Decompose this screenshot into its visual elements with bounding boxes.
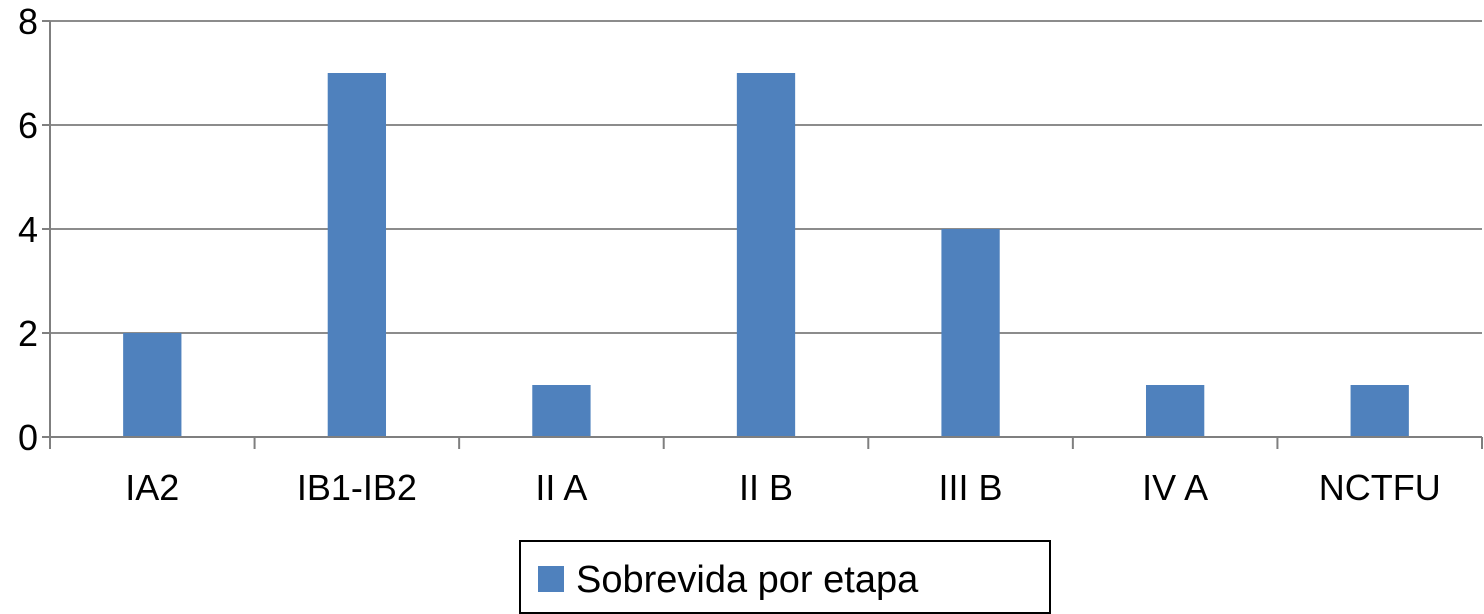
bar xyxy=(1145,385,1205,437)
bar xyxy=(532,385,591,437)
x-tick-labels: IA2 IB1-IB2 II A II B III B IV A NCTFU xyxy=(125,467,1440,508)
x-tick-label: IA2 xyxy=(125,467,179,508)
x-tick-label: II A xyxy=(535,467,587,508)
bar xyxy=(327,73,387,437)
x-tick-label: III B xyxy=(939,467,1003,508)
bar xyxy=(123,333,182,437)
y-tick-label: 0 xyxy=(18,417,38,458)
x-tick-label: IV A xyxy=(1142,467,1208,508)
bar xyxy=(1350,385,1409,437)
y-tick-label: 4 xyxy=(18,209,38,250)
y-tick-label: 2 xyxy=(18,313,38,354)
bar xyxy=(941,229,1000,437)
y-tick-labels: 0 2 4 6 8 xyxy=(18,1,38,458)
bars xyxy=(123,73,1409,437)
legend-label: Sobrevida por etapa xyxy=(576,559,919,601)
axes xyxy=(42,20,1483,449)
x-tick-label: II B xyxy=(739,467,793,508)
legend-box xyxy=(519,540,1051,614)
y-tick-label: 6 xyxy=(18,105,38,146)
y-tick-label: 8 xyxy=(18,1,38,42)
legend-swatch xyxy=(538,566,564,592)
x-tick-label: IB1-IB2 xyxy=(297,467,417,508)
bar xyxy=(736,73,796,437)
legend: Sobrevida por etapa xyxy=(519,540,1051,614)
x-tick-label: NCTFU xyxy=(1319,467,1441,508)
